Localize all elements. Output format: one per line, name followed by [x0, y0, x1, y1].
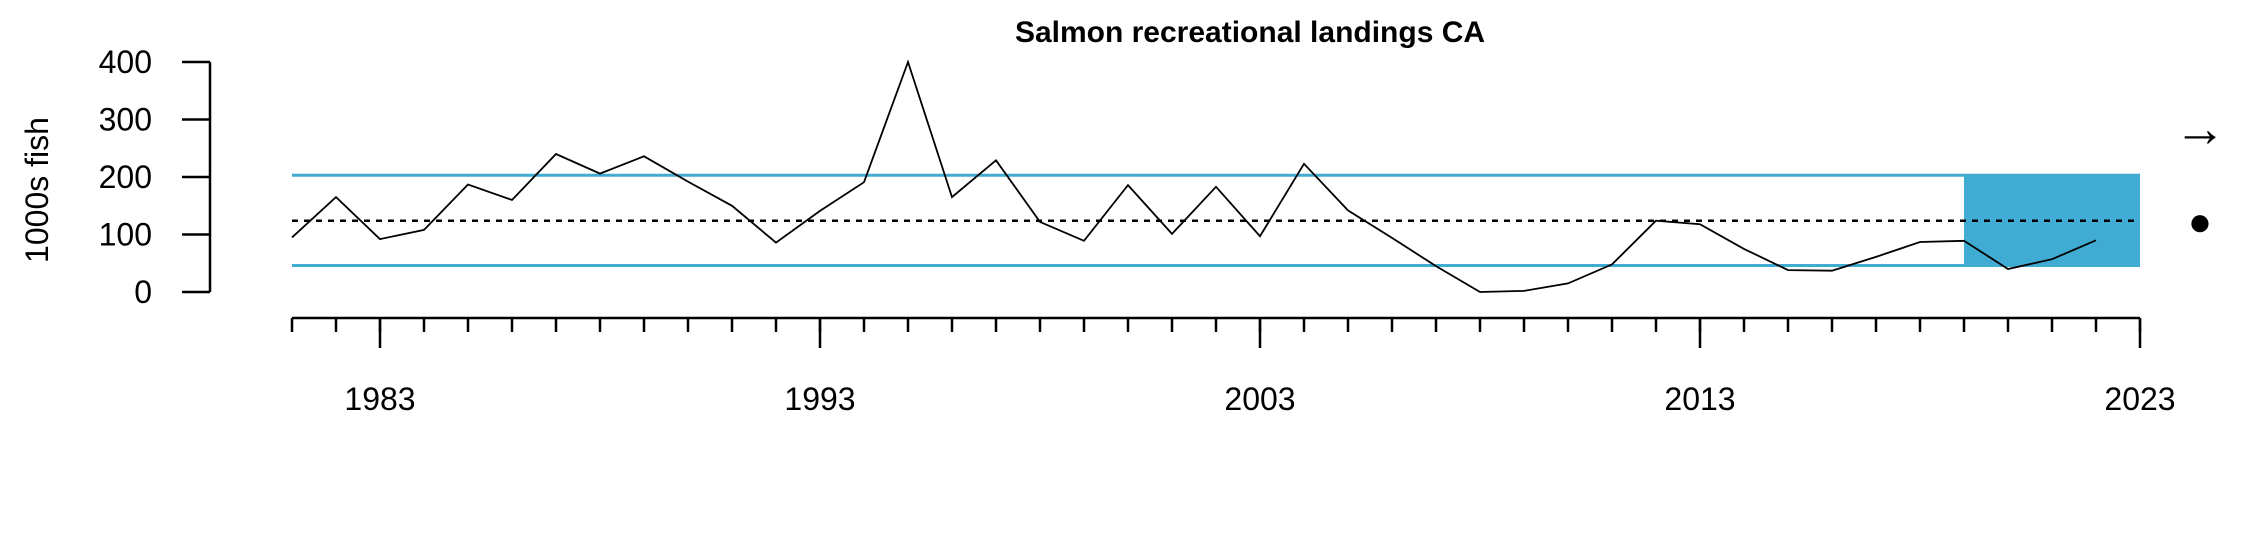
highlight-band [1964, 175, 2140, 266]
y-tick-label: 100 [99, 217, 152, 253]
y-tick-label: 200 [99, 159, 152, 195]
x-tick-label: 1993 [784, 381, 855, 417]
chart-title: Salmon recreational landings CA [1015, 16, 1485, 49]
y-axis-label: 1000s fish [19, 117, 55, 263]
y-tick-label: 400 [99, 44, 152, 80]
y-tick-label: 0 [134, 274, 152, 310]
x-tick-label: 2023 [2104, 381, 2175, 417]
x-tick-label: 1983 [344, 381, 415, 417]
y-tick-label: 300 [99, 102, 152, 138]
trend-arrow-icon: → [2174, 100, 2226, 158]
mean-dot-icon: ● [2188, 200, 2212, 244]
series-line [291, 59, 2097, 293]
x-tick-label: 2003 [1224, 381, 1295, 417]
x-tick-label: 2013 [1664, 381, 1735, 417]
